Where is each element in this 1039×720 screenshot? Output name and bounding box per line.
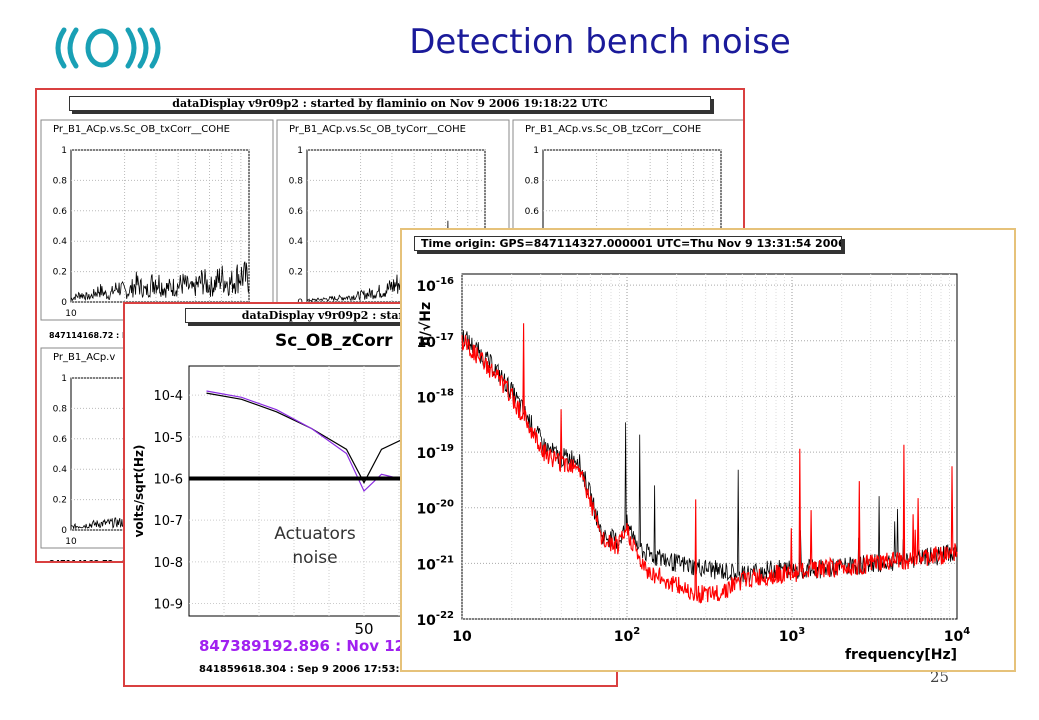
ego-virgo-logo	[44, 18, 184, 82]
y-tick-label: 0.2	[289, 268, 303, 278]
y-tick-label: 10-19	[416, 443, 454, 462]
annotation-line1: Actuators	[274, 524, 356, 544]
x-tick-label: 10	[65, 537, 77, 547]
sensitivity-panel: Time origin: GPS=847114327.000001 UTC=Th…	[400, 228, 1016, 672]
y-tick-label: 10-6	[153, 473, 183, 488]
x-tick-label: 10	[65, 309, 77, 319]
plot-footer: 847114168.72 : Nov 9	[49, 331, 148, 340]
y-tick-label: 0.6	[525, 207, 540, 217]
y-tick-label: 0.6	[289, 207, 304, 217]
y-axis-label: volts/sqrt(Hz)	[132, 445, 146, 538]
plot-footer: 847114168.72 : Nov 9	[49, 559, 148, 561]
plot-title: Pr_B1_ACp.vs.Sc_OB_tyCorr__COHE	[289, 124, 466, 135]
y-tick-label: 0.8	[53, 176, 68, 186]
plot-title: Sc_OB_zCorr	[275, 331, 393, 351]
y-tick-label: 10-20	[416, 499, 454, 518]
y-tick-label: 0	[61, 298, 67, 308]
footer-black: 841859618.304 : Sep 9 2006 17:53:24 UTC	[199, 664, 440, 675]
x-tick-label: 10	[452, 629, 472, 645]
x-axis-label: frequency[Hz]	[845, 647, 957, 663]
y-axis-label: h/√Hz	[418, 302, 434, 346]
series-line	[461, 323, 958, 604]
plot-title: Pr_B1_ACp.vs.Sc_OB_tzCorr__COHE	[525, 124, 701, 135]
y-tick-label: 10-5	[153, 431, 183, 446]
x-tick-label: 102	[614, 626, 640, 645]
y-tick-label: 10-21	[416, 554, 454, 573]
slide-title: Detection bench noise	[409, 22, 791, 62]
y-tick-label: 0.2	[53, 496, 67, 506]
y-tick-label: 0.6	[53, 207, 68, 217]
y-tick-label: 10-9	[153, 598, 183, 613]
plot-title: Pr_B1_ACp.vs.Sc_OB_txCorr__COHE	[53, 124, 230, 135]
y-tick-label: 10-22	[416, 610, 454, 629]
actuators-noise-label: Actuators noise	[255, 522, 375, 570]
y-tick-label: 0.6	[53, 435, 68, 445]
y-tick-label: 0.8	[289, 176, 304, 186]
panel-header: dataDisplay v9r09p2 : started by flamini…	[69, 96, 711, 111]
y-tick-label: 10-18	[416, 387, 454, 406]
y-tick-label: 0	[61, 526, 67, 536]
x-tick-label: 104	[944, 626, 970, 645]
x-tick-label: 103	[779, 626, 805, 645]
y-tick-label: 10-17	[416, 332, 454, 351]
y-tick-label: 10-7	[153, 514, 183, 529]
y-tick-label: 10-16	[416, 276, 454, 295]
y-tick-label: 1	[533, 146, 539, 156]
y-tick-label: 1	[61, 146, 67, 156]
page-number: 25	[930, 668, 950, 686]
y-tick-label: 10-8	[153, 556, 183, 571]
x-tick-label: 50	[354, 620, 373, 638]
y-tick-label: 1	[297, 146, 303, 156]
plot-title: Pr_B1_ACp.v	[53, 352, 115, 363]
y-tick-label: 1	[61, 374, 67, 384]
series-line	[70, 261, 250, 302]
panel-header: Time origin: GPS=847114327.000001 UTC=Th…	[414, 236, 842, 251]
plot-area	[70, 149, 250, 303]
y-tick-label: 0.4	[53, 465, 68, 475]
footer-purple: 847389192.896 : Nov 12 2	[199, 637, 421, 655]
y-tick-label: 0.8	[53, 404, 68, 414]
y-tick-label: 0.2	[53, 268, 67, 278]
y-tick-label: 10-4	[153, 389, 183, 404]
y-tick-label: 0.4	[289, 237, 304, 247]
annotation-line2: noise	[292, 548, 338, 568]
y-tick-label: 0.4	[53, 237, 68, 247]
y-tick-label: 0.8	[525, 176, 540, 186]
